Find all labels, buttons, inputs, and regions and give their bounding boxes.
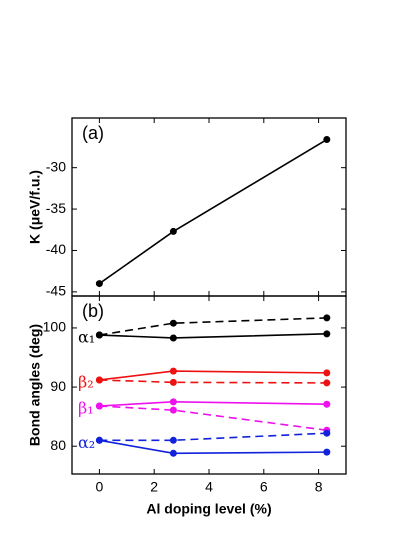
panel-label: (a) (82, 123, 104, 143)
point (323, 330, 331, 338)
series-label: α₂ (78, 433, 95, 452)
x-tick-label: 6 (260, 479, 268, 495)
y-tick-label: -30 (46, 158, 66, 174)
y-tick-label: -45 (46, 283, 66, 299)
x-tick-label: 2 (150, 479, 158, 495)
panel-label: (b) (82, 301, 104, 321)
point (169, 436, 177, 444)
point (323, 400, 331, 408)
point (169, 398, 177, 406)
point (169, 227, 177, 235)
y-tick-label: 90 (50, 378, 66, 394)
point (169, 367, 177, 375)
line (99, 439, 327, 455)
y-tick-label: 100 (43, 319, 67, 335)
line (98, 138, 328, 285)
point (95, 436, 103, 444)
point (169, 449, 177, 457)
line (99, 370, 327, 381)
point (323, 369, 331, 377)
x-tick-label: 0 (96, 479, 104, 495)
point (95, 280, 103, 288)
series-label: β₁ (78, 398, 94, 417)
dashed-line (99, 317, 327, 336)
point (323, 379, 331, 387)
dashed-line (99, 405, 327, 432)
point (169, 334, 177, 342)
point (95, 376, 103, 384)
x-tick-label: 8 (315, 479, 323, 495)
line (99, 333, 327, 339)
point (323, 448, 331, 456)
series-label: β₂ (78, 372, 94, 391)
series-label: α₁ (78, 328, 95, 347)
y-axis-label: K (μeV/f.u.) (27, 170, 43, 244)
y-tick-label: -35 (46, 200, 66, 216)
dashed-line (99, 379, 327, 384)
plot-frame (71, 117, 347, 297)
y-tick-label: 80 (50, 437, 66, 453)
point (169, 378, 177, 386)
point (323, 136, 331, 144)
line (99, 401, 327, 407)
point (169, 406, 177, 414)
y-axis-label: Bond angles (deg) (27, 324, 43, 446)
point (323, 314, 331, 322)
point (323, 429, 331, 437)
dashed-line (99, 432, 327, 442)
y-tick-label: -40 (46, 241, 66, 257)
x-tick-label: 4 (205, 479, 213, 495)
point (169, 319, 177, 327)
x-axis-label: Al doping level (%) (146, 501, 271, 517)
point (95, 331, 103, 339)
point (95, 402, 103, 410)
